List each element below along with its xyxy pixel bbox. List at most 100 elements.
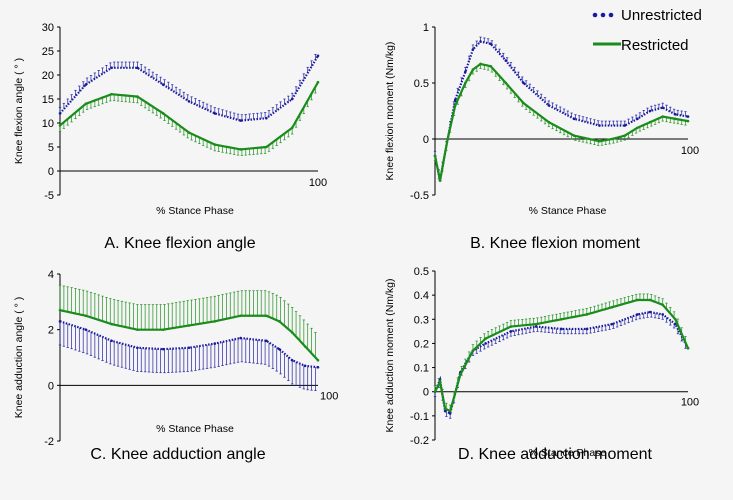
y-tick-label: 0.2 xyxy=(414,338,429,350)
y-tick-label: -0.2 xyxy=(410,435,429,447)
data-point xyxy=(489,42,492,46)
data-point xyxy=(239,119,242,122)
data-point xyxy=(509,330,513,333)
data-point xyxy=(504,59,508,62)
legend: Unrestricted Restricted xyxy=(592,7,702,54)
y-tick-label: -5 xyxy=(44,190,54,202)
x-end-label: 100 xyxy=(309,177,327,189)
data-point xyxy=(316,80,320,84)
data-point xyxy=(636,117,639,121)
series-restricted xyxy=(58,80,320,156)
data-point xyxy=(674,317,677,321)
data-point xyxy=(686,346,690,350)
data-point xyxy=(623,134,627,137)
data-point xyxy=(265,116,268,120)
data-point xyxy=(648,298,652,302)
series-restricted xyxy=(433,293,690,413)
y-axis-label: Knee flexion moment (Nm/kg) xyxy=(384,42,396,181)
data-point xyxy=(585,313,589,316)
data-point xyxy=(239,336,242,340)
data-point xyxy=(610,137,614,141)
data-point xyxy=(84,102,88,106)
error-bars xyxy=(433,63,687,180)
legend-dot xyxy=(600,12,606,18)
data-point xyxy=(610,305,614,309)
data-point xyxy=(290,331,294,334)
data-point xyxy=(187,324,191,327)
data-point xyxy=(623,124,627,127)
data-point xyxy=(547,104,551,107)
data-point xyxy=(110,92,113,96)
data-point xyxy=(58,112,62,115)
data-point xyxy=(479,40,482,43)
data-point xyxy=(290,358,294,362)
data-point xyxy=(560,327,563,331)
data-point xyxy=(316,54,320,58)
y-tick-label: 0 xyxy=(423,387,429,399)
series-line xyxy=(59,320,319,369)
series-line xyxy=(59,81,319,151)
y-tick-label: 0.5 xyxy=(414,266,429,278)
data-point xyxy=(648,310,652,314)
series-unrestricted xyxy=(433,310,690,419)
data-point xyxy=(265,339,268,343)
series-restricted xyxy=(58,284,320,362)
data-point xyxy=(448,409,452,413)
data-point xyxy=(265,314,268,318)
y-tick-label: 0.1 xyxy=(414,363,429,375)
data-point xyxy=(438,380,442,384)
data-point xyxy=(489,64,492,68)
data-point xyxy=(471,349,475,352)
data-point xyxy=(303,364,307,368)
data-point xyxy=(213,112,217,115)
data-point xyxy=(686,119,690,123)
data-point xyxy=(265,145,268,149)
data-point xyxy=(471,48,475,51)
y-tick-label: 10 xyxy=(42,118,54,130)
data-point xyxy=(136,346,139,350)
x-axis-label: % Stance Phase xyxy=(156,205,234,217)
data-point xyxy=(446,137,449,141)
y-tick-label: 4 xyxy=(48,269,54,281)
data-point xyxy=(161,328,165,331)
data-point xyxy=(443,407,447,410)
data-point xyxy=(239,148,242,151)
y-axis-label: Knee flexion angle ( ° ) xyxy=(13,58,25,164)
y-tick-label: 1 xyxy=(423,22,429,34)
data-point xyxy=(187,100,191,103)
data-point xyxy=(136,66,139,70)
data-point xyxy=(479,62,482,66)
data-point xyxy=(648,109,652,113)
data-point xyxy=(471,68,475,71)
chart-panel-D: -0.2 -0.1 0 0.1 0.2 0.3 0.4 0.5 100 % Stance Phas… xyxy=(384,266,699,463)
data-point xyxy=(534,325,538,328)
y-tick-label: 30 xyxy=(42,22,54,34)
data-point xyxy=(303,345,307,348)
data-point xyxy=(661,303,664,307)
y-tick-label: 25 xyxy=(42,46,54,58)
data-point xyxy=(522,101,525,105)
panel-caption: C. Knee adduction angle xyxy=(90,446,265,463)
data-point xyxy=(560,317,563,321)
data-point xyxy=(636,126,639,130)
x-axis-label: % Stance Phase xyxy=(529,205,607,217)
y-tick-label: 5 xyxy=(48,142,54,154)
data-point xyxy=(187,131,191,134)
data-point xyxy=(661,106,664,109)
x-axis-label: % Stance Phase xyxy=(529,447,607,459)
data-point xyxy=(187,346,191,350)
series-line xyxy=(433,62,689,181)
data-point xyxy=(464,81,467,85)
data-point xyxy=(58,320,62,323)
series-line xyxy=(59,55,319,122)
chart-panel-C: -2 0 2 4 100 % Stance Phase Knee adduction ang… xyxy=(13,269,338,463)
series-unrestricted xyxy=(58,320,320,392)
x-end-label: 100 xyxy=(320,390,338,402)
data-point xyxy=(585,327,589,331)
y-tick-label: 0.4 xyxy=(414,290,429,302)
data-point xyxy=(316,358,320,362)
data-point xyxy=(316,365,320,369)
y-tick-label: -0.1 xyxy=(410,411,429,423)
